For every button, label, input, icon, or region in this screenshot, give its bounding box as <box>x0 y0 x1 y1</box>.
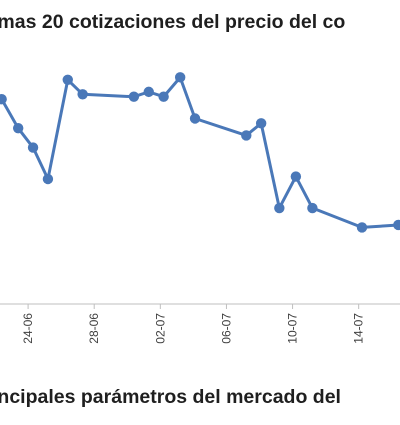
series-line <box>0 75 399 229</box>
data-point <box>307 202 318 214</box>
data-point <box>174 72 186 83</box>
data-point <box>42 173 54 185</box>
data-point <box>62 74 73 85</box>
data-point <box>27 142 39 153</box>
data-point <box>0 93 7 105</box>
data-point <box>189 113 201 124</box>
data-point <box>290 171 302 182</box>
x-tick-label: 14-07 <box>352 313 366 344</box>
data-point <box>143 86 154 98</box>
data-point <box>255 118 267 129</box>
x-tick-label: 28-06 <box>87 313 101 344</box>
series-points <box>0 72 400 233</box>
data-point <box>356 222 368 233</box>
footer-caption: incipales parámetros del mercado del <box>0 386 341 408</box>
data-point <box>393 219 400 231</box>
data-point <box>128 91 140 102</box>
data-point <box>12 122 24 134</box>
data-point <box>274 202 285 214</box>
x-axis <box>0 303 400 309</box>
chart-title: imas 20 cotizaciones del precio del co <box>0 11 346 33</box>
x-tick-label: 06-07 <box>219 313 233 344</box>
data-point <box>158 91 169 102</box>
x-tick-label: 02-07 <box>153 313 167 344</box>
x-tick-labels: 24-06 28-06 02-07 06-07 10-07 14-07 <box>21 313 366 344</box>
series-line-group <box>0 75 399 229</box>
data-point <box>77 89 88 100</box>
x-tick-label: 24-06 <box>21 313 35 344</box>
data-point <box>241 130 252 141</box>
x-tick-label: 10-07 <box>286 313 300 344</box>
